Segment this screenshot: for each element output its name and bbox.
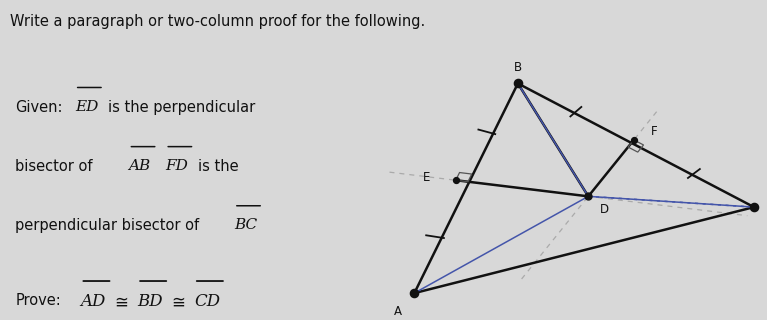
Text: bisector of: bisector of [15,159,93,174]
Point [449,178,462,183]
Point [512,81,524,86]
Text: BC: BC [234,218,257,232]
Text: AB: AB [128,159,151,173]
Text: BD: BD [137,293,163,310]
Point [748,204,760,210]
Text: B: B [514,61,522,74]
Text: E: E [423,171,430,184]
Text: FD: FD [166,159,188,173]
Text: is the: is the [198,159,239,174]
Text: perpendicular bisector of: perpendicular bisector of [15,218,199,233]
Text: Prove:: Prove: [15,293,61,308]
Text: AD: AD [81,293,106,310]
Text: ≅: ≅ [114,293,128,311]
Text: Write a paragraph or two-column proof for the following.: Write a paragraph or two-column proof fo… [10,14,425,29]
Text: F: F [651,125,658,138]
Point [582,194,594,199]
Text: D: D [601,203,610,216]
Text: ED: ED [74,100,98,114]
Text: Given:: Given: [15,100,63,115]
Text: CD: CD [194,293,220,310]
Point [408,291,420,296]
Text: is the perpendicular: is the perpendicular [107,100,255,115]
Text: A: A [393,305,402,318]
Point [627,137,640,142]
Text: ≅: ≅ [171,293,185,311]
